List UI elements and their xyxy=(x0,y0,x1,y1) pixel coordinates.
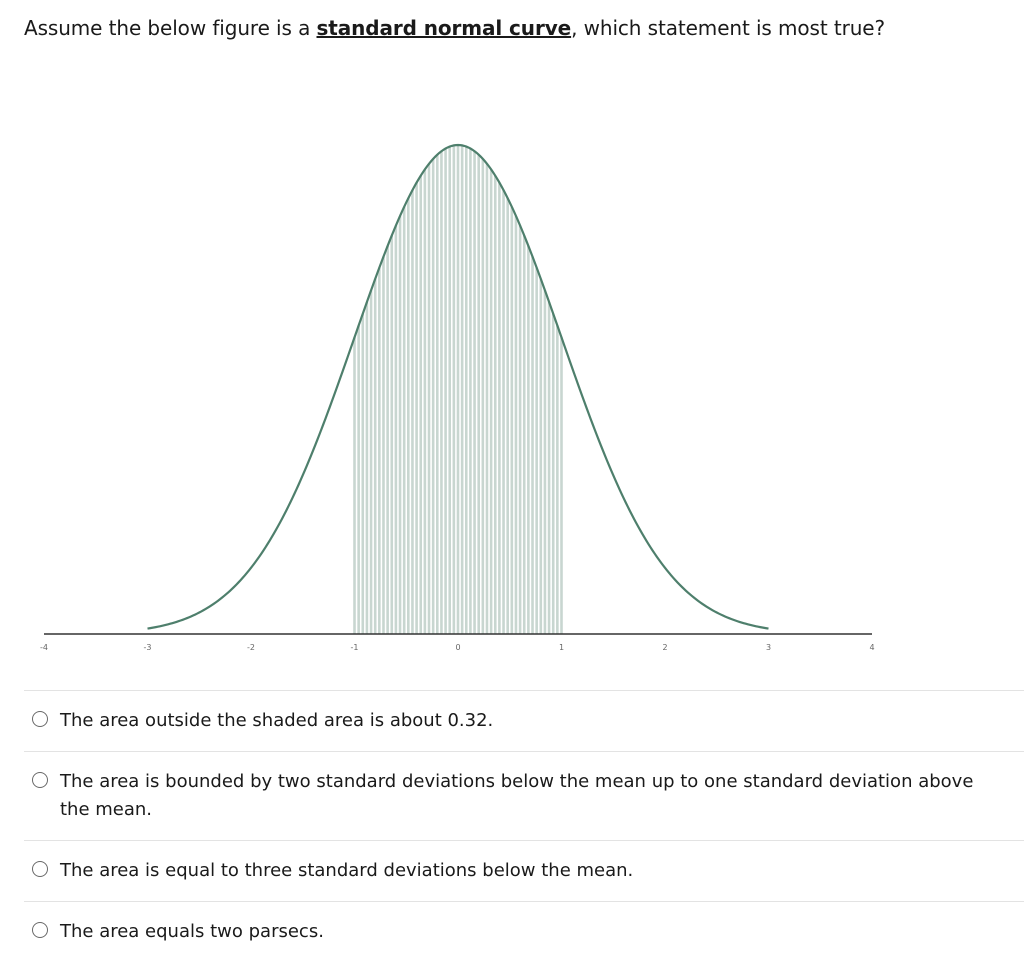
x-axis-ticks: -4 -3 -2 -1 0 1 2 3 4 xyxy=(40,643,875,652)
radio-button-icon[interactable] xyxy=(32,711,48,727)
answer-option-4[interactable]: The area equals two parsecs. xyxy=(24,901,1024,962)
x-tick-label: 3 xyxy=(766,643,771,652)
x-tick-label: -4 xyxy=(40,643,48,652)
answer-option-label: The area equals two parsecs. xyxy=(60,921,324,942)
radio-button-icon[interactable] xyxy=(32,922,48,938)
x-tick-label: 0 xyxy=(455,643,460,652)
x-tick-label: 1 xyxy=(559,643,564,652)
question-suffix: , which statement is most true? xyxy=(571,16,886,40)
shaded-area xyxy=(353,145,563,634)
answer-option-2[interactable]: The area is bounded by two standard devi… xyxy=(24,751,1024,840)
radio-button-icon[interactable] xyxy=(32,861,48,877)
normal-curve-line xyxy=(147,143,769,630)
question-emphasis: standard normal curve xyxy=(316,16,572,40)
answer-options: The area outside the shaded area is abou… xyxy=(24,690,1024,962)
answer-option-label: The area is equal to three standard devi… xyxy=(60,860,634,881)
question-text: Assume the below figure is a standard no… xyxy=(24,14,1004,42)
answer-option-1[interactable]: The area outside the shaded area is abou… xyxy=(24,690,1024,751)
x-tick-label: 4 xyxy=(869,643,874,652)
radio-button-icon[interactable] xyxy=(32,772,48,788)
answer-option-label: The area outside the shaded area is abou… xyxy=(60,710,494,731)
x-tick-label: 2 xyxy=(662,643,667,652)
x-tick-label: -3 xyxy=(144,643,152,652)
x-tick-label: -2 xyxy=(247,643,255,652)
answer-option-label: The area is bounded by two standard devi… xyxy=(60,771,974,820)
question-prefix: Assume the below figure is a xyxy=(24,16,317,40)
normal-curve-figure: -4 -3 -2 -1 0 1 2 3 4 xyxy=(0,120,1024,660)
x-tick-label: -1 xyxy=(351,643,359,652)
answer-option-3[interactable]: The area is equal to three standard devi… xyxy=(24,840,1024,901)
normal-curve-svg: -4 -3 -2 -1 0 1 2 3 4 xyxy=(40,143,875,652)
